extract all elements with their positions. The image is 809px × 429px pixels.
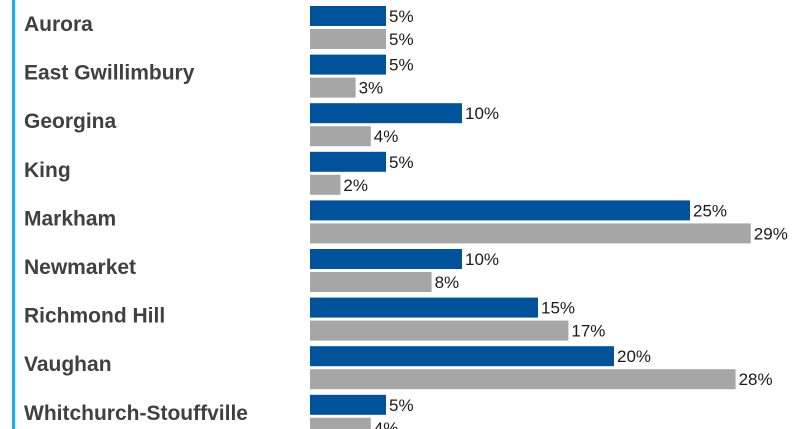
bar-aurora-series-1 <box>310 6 386 26</box>
category-label-newmarket: Newmarket <box>24 256 136 279</box>
value-label-king-series-1: 5% <box>389 153 414 172</box>
value-label-whitchurch-stouffville-series-1: 5% <box>389 396 414 415</box>
value-label-markham-series-2: 29% <box>754 224 788 243</box>
category-label-vaughan: Vaughan <box>24 353 112 376</box>
value-label-georgina-series-2: 4% <box>374 127 399 146</box>
value-label-markham-series-1: 25% <box>693 201 727 220</box>
value-label-east-gwillimbury-series-1: 5% <box>389 56 414 75</box>
bar-newmarket-series-1 <box>310 249 462 269</box>
value-label-vaughan-series-2: 28% <box>739 370 773 389</box>
bar-king-series-1 <box>310 151 386 172</box>
value-label-whitchurch-stouffville-series-2: 4% <box>374 419 399 429</box>
bar-aurora-series-2 <box>310 29 386 49</box>
left-accent-line <box>12 0 15 429</box>
bar-markham-series-2 <box>310 223 751 244</box>
value-label-georgina-series-1: 10% <box>465 104 499 123</box>
bar-newmarket-series-2 <box>310 272 432 292</box>
category-label-whitchurch-stouffville: Whitchurch-Stouffville <box>24 402 248 425</box>
bar-vaughan-series-2 <box>310 369 736 390</box>
category-label-aurora: Aurora <box>24 13 93 36</box>
value-label-richmond-hill-series-1: 15% <box>541 299 575 318</box>
category-label-georgina: Georgina <box>24 110 117 133</box>
bar-east-gwillimbury-series-1 <box>310 54 386 75</box>
bar-whitchurch-stouffville-series-1 <box>310 394 386 415</box>
category-label-king: King <box>24 159 71 182</box>
value-label-vaughan-series-1: 20% <box>617 347 651 366</box>
bar-richmond-hill-series-1 <box>310 297 538 318</box>
value-label-king-series-2: 2% <box>343 176 368 195</box>
category-label-markham: Markham <box>24 207 116 230</box>
bar-vaughan-series-1 <box>310 346 614 367</box>
bar-east-gwillimbury-series-2 <box>310 77 356 98</box>
bar-king-series-2 <box>310 174 341 195</box>
bar-richmond-hill-series-2 <box>310 320 569 341</box>
value-label-east-gwillimbury-series-2: 3% <box>359 79 384 98</box>
bar-georgina-series-1 <box>310 103 462 124</box>
category-label-richmond-hill: Richmond Hill <box>24 305 165 328</box>
value-label-aurora-series-2: 5% <box>389 30 414 49</box>
bar-whitchurch-stouffville-series-2 <box>310 417 371 429</box>
value-label-newmarket-series-2: 8% <box>435 273 460 292</box>
value-label-newmarket-series-1: 10% <box>465 250 499 269</box>
value-label-aurora-series-1: 5% <box>389 7 414 26</box>
bar-markham-series-1 <box>310 200 690 221</box>
category-label-east-gwillimbury: East Gwillimbury <box>24 62 195 85</box>
bar-georgina-series-2 <box>310 126 371 147</box>
value-label-richmond-hill-series-2: 17% <box>571 322 605 341</box>
